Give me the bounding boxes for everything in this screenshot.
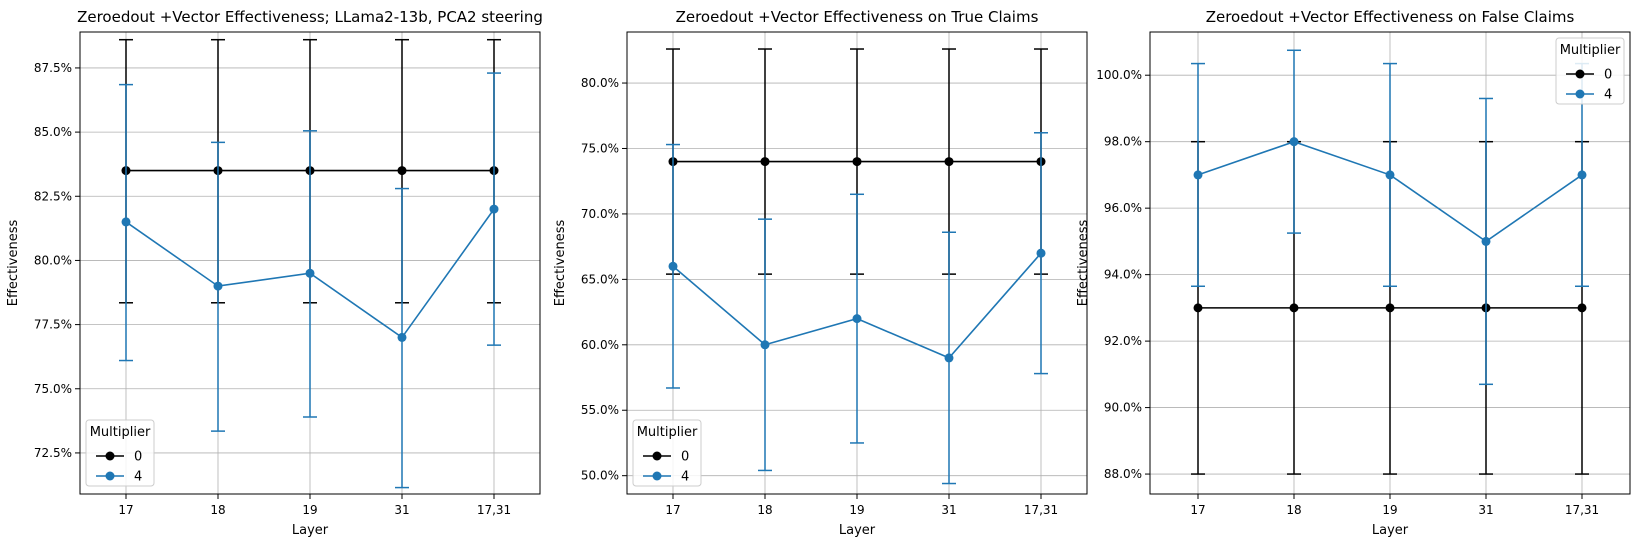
y-tick-label: 75.0% (34, 382, 72, 396)
y-axis-label: Effectiveness (6, 220, 21, 307)
x-axis-label: Layer (839, 523, 876, 538)
legend-title: Multiplier (90, 425, 151, 440)
data-point (852, 314, 862, 324)
data-point (305, 268, 315, 278)
x-tick-label: 19 (1382, 503, 1397, 517)
series-4 (666, 132, 1048, 485)
x-tick-label: 17,31 (477, 503, 511, 517)
data-point (213, 281, 223, 291)
y-axis-label: Effectiveness (553, 220, 568, 307)
x-tick-label: 18 (1286, 503, 1301, 517)
y-tick-label: 82.5% (34, 189, 72, 203)
data-point (1385, 170, 1395, 180)
legend-marker-4 (105, 471, 115, 481)
legend-label-4: 4 (1604, 88, 1612, 103)
chart-title: Zeroedout +Vector Effectiveness on True … (676, 8, 1039, 26)
data-point (1193, 170, 1203, 180)
legend-marker-0 (105, 451, 115, 461)
data-point (1036, 248, 1046, 258)
x-tick-label: 18 (757, 503, 772, 517)
series-4 (1191, 49, 1589, 386)
y-tick-label: 77.5% (34, 318, 72, 332)
y-tick-label: 55.0% (581, 403, 619, 417)
y-tick-label: 80.0% (581, 76, 619, 90)
x-tick-label: 31 (941, 503, 956, 517)
data-point (944, 157, 954, 167)
x-tick-label: 31 (394, 503, 409, 517)
data-point (1385, 303, 1395, 313)
y-tick-label: 60.0% (581, 338, 619, 352)
legend-box (632, 419, 702, 487)
x-tick-label: 17 (665, 503, 680, 517)
legend-box (1555, 37, 1625, 105)
legend: Multiplier 0 4 (1555, 37, 1625, 105)
data-point (852, 157, 862, 167)
y-tick-label: 94.0% (1104, 268, 1142, 282)
data-point (1193, 303, 1203, 313)
y-tick-label: 70.0% (581, 207, 619, 221)
x-axis-label: Layer (1372, 523, 1409, 538)
data-point (1289, 303, 1299, 313)
y-tick-label: 80.0% (34, 253, 72, 267)
y-axis-label: Effectiveness (1076, 220, 1091, 307)
y-tick-label: 92.0% (1104, 334, 1142, 348)
x-tick-label: 18 (210, 503, 225, 517)
legend-marker-4 (652, 471, 662, 481)
legend-box (85, 419, 155, 487)
data-point (489, 204, 499, 214)
legend-label-0: 0 (681, 450, 689, 465)
legend-marker-0 (1575, 69, 1585, 79)
series-4 (119, 72, 501, 489)
data-point (1577, 303, 1587, 313)
chart-title: Zeroedout +Vector Effectiveness; LLama2-… (77, 8, 543, 26)
y-tick-label: 75.0% (581, 141, 619, 155)
x-tick-label: 17,31 (1024, 503, 1058, 517)
y-tick-label: 87.5% (34, 61, 72, 75)
data-point (760, 340, 770, 350)
y-tick-label: 65.0% (581, 272, 619, 286)
legend-label-0: 0 (1604, 68, 1612, 83)
x-tick-label: 17 (118, 503, 133, 517)
legend-label-4: 4 (681, 470, 689, 485)
y-tick-label: 72.5% (34, 446, 72, 460)
data-point (668, 261, 678, 271)
x-tick-label: 31 (1478, 503, 1493, 517)
legend-title: Multiplier (1560, 43, 1621, 58)
legend-label-4: 4 (134, 470, 142, 485)
x-tick-label: 19 (302, 503, 317, 517)
data-point (397, 166, 407, 176)
data-point (397, 332, 407, 342)
y-tick-label: 98.0% (1104, 135, 1142, 149)
y-tick-label: 90.0% (1104, 401, 1142, 415)
legend: Multiplier 0 4 (85, 419, 155, 487)
legend-marker-0 (652, 451, 662, 461)
x-axis-label: Layer (292, 523, 329, 538)
data-point (944, 353, 954, 363)
chart-title: Zeroedout +Vector Effectiveness on False… (1206, 8, 1575, 26)
chart-panel-1: 17 18 19 31 17,31 72.5% 75.0% 77.5% 80.0% 82.5% 85… (6, 8, 543, 538)
y-tick-label: 88.0% (1104, 467, 1142, 481)
data-point (1481, 236, 1491, 246)
data-point (1289, 137, 1299, 147)
chart-panel-2: 17 18 19 31 17,31 50.0% 55.0% 60.0% 65.0% 70.0% 75… (553, 8, 1088, 538)
y-tick-label: 96.0% (1104, 201, 1142, 215)
y-tick-label: 50.0% (581, 469, 619, 483)
x-tick-label: 19 (849, 503, 864, 517)
legend-marker-4 (1575, 89, 1585, 99)
legend-label-0: 0 (134, 450, 142, 465)
data-point (121, 217, 131, 227)
legend-title: Multiplier (637, 425, 698, 440)
chart-panel-3: 17 18 19 31 17,31 88.0% 90.0% 92.0% 94.0% 96.0% 98… (1076, 8, 1631, 538)
y-tick-label: 85.0% (34, 125, 72, 139)
y-tick-label: 100.0% (1096, 68, 1142, 82)
data-point (1577, 170, 1587, 180)
data-point (760, 157, 770, 167)
x-tick-label: 17 (1190, 503, 1205, 517)
x-tick-label: 17,31 (1565, 503, 1599, 517)
legend: Multiplier 0 4 (632, 419, 702, 487)
